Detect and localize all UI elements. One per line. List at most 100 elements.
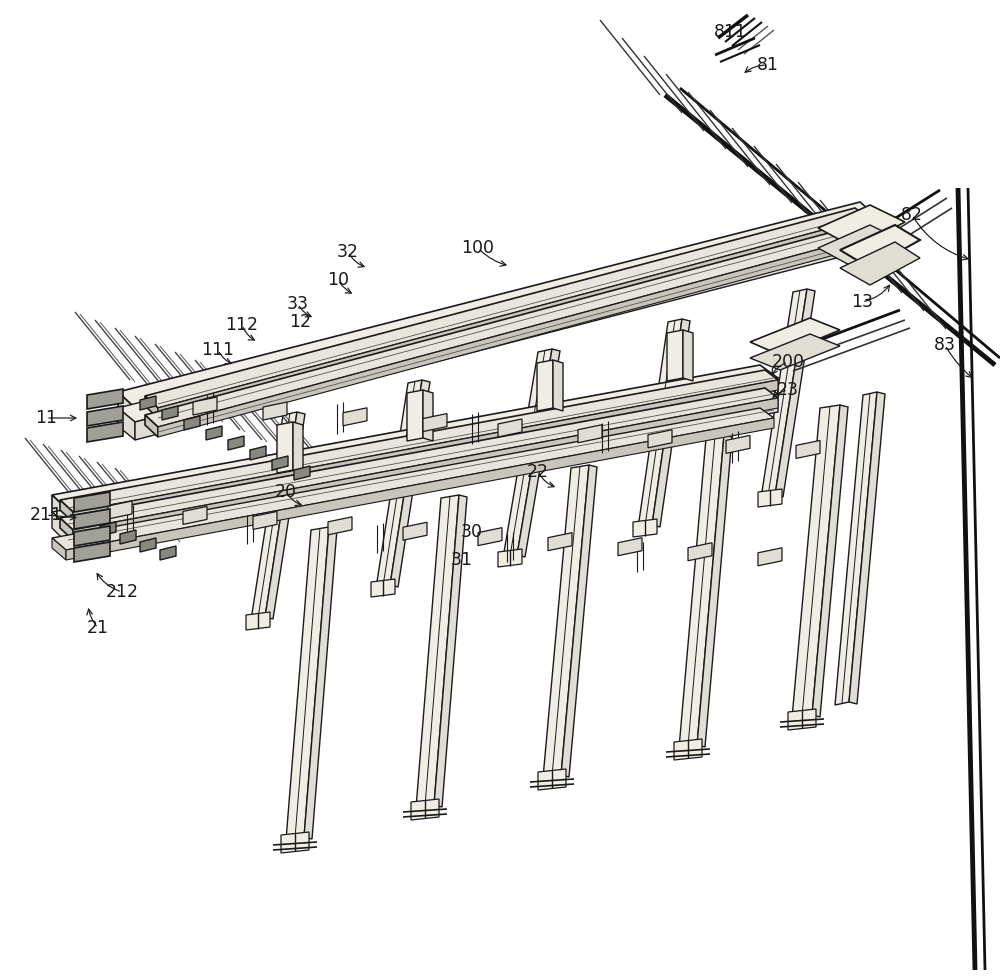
Polygon shape (849, 392, 885, 704)
Text: 32: 32 (337, 243, 359, 261)
Polygon shape (674, 739, 702, 760)
Text: 20: 20 (275, 483, 297, 501)
Polygon shape (120, 530, 136, 544)
Polygon shape (73, 380, 778, 522)
Polygon shape (835, 392, 877, 705)
Polygon shape (503, 349, 552, 558)
Polygon shape (416, 495, 459, 808)
Polygon shape (193, 397, 217, 415)
Polygon shape (281, 832, 309, 853)
Polygon shape (118, 218, 875, 422)
Polygon shape (118, 202, 875, 408)
Text: 200: 200 (772, 353, 804, 371)
Polygon shape (74, 492, 110, 512)
Polygon shape (304, 527, 337, 839)
Polygon shape (52, 365, 778, 512)
Text: 112: 112 (226, 316, 258, 334)
Polygon shape (87, 422, 123, 442)
Polygon shape (74, 542, 110, 562)
Polygon shape (726, 435, 750, 454)
Polygon shape (578, 425, 602, 443)
Polygon shape (517, 349, 560, 557)
Polygon shape (478, 528, 502, 546)
Polygon shape (60, 518, 73, 540)
Polygon shape (688, 543, 712, 561)
Polygon shape (277, 422, 293, 473)
Polygon shape (118, 392, 135, 425)
Polygon shape (840, 242, 920, 285)
Text: 22: 22 (527, 463, 549, 481)
Polygon shape (667, 330, 683, 381)
Text: 81: 81 (757, 56, 779, 74)
Text: 82: 82 (901, 206, 923, 224)
Polygon shape (423, 414, 447, 431)
Polygon shape (818, 205, 905, 248)
Polygon shape (145, 396, 158, 418)
Polygon shape (633, 519, 657, 537)
Polygon shape (183, 507, 207, 524)
Polygon shape (750, 334, 840, 370)
Polygon shape (206, 426, 222, 440)
Polygon shape (758, 548, 782, 566)
Polygon shape (376, 380, 422, 588)
Polygon shape (70, 378, 778, 530)
Polygon shape (328, 517, 352, 535)
Text: 111: 111 (202, 341, 234, 359)
Text: 31: 31 (451, 551, 473, 569)
Polygon shape (60, 500, 73, 522)
Polygon shape (228, 436, 244, 450)
Polygon shape (286, 527, 329, 840)
Polygon shape (553, 360, 563, 411)
Polygon shape (293, 422, 303, 473)
Polygon shape (548, 533, 572, 550)
Polygon shape (423, 390, 433, 441)
Polygon shape (74, 526, 110, 546)
Polygon shape (679, 435, 724, 748)
Polygon shape (52, 408, 774, 550)
Polygon shape (272, 456, 288, 470)
Polygon shape (184, 416, 200, 430)
Polygon shape (140, 396, 156, 410)
Text: 100: 100 (462, 239, 494, 257)
Text: 10: 10 (327, 271, 349, 289)
Polygon shape (100, 522, 116, 536)
Polygon shape (543, 465, 589, 778)
Polygon shape (638, 319, 682, 528)
Polygon shape (70, 394, 778, 546)
Polygon shape (403, 522, 427, 541)
Polygon shape (160, 546, 176, 560)
Polygon shape (652, 319, 690, 527)
Polygon shape (371, 579, 395, 597)
Polygon shape (118, 408, 135, 440)
Polygon shape (250, 446, 266, 460)
Polygon shape (108, 501, 132, 519)
Polygon shape (498, 549, 522, 567)
Polygon shape (52, 495, 70, 530)
Polygon shape (60, 370, 778, 512)
Polygon shape (74, 509, 110, 529)
Text: 811: 811 (714, 23, 746, 41)
Polygon shape (840, 225, 920, 268)
Polygon shape (251, 412, 297, 620)
Text: 211: 211 (30, 506, 62, 524)
Text: 30: 30 (461, 523, 483, 541)
Text: 83: 83 (934, 336, 956, 354)
Text: 13: 13 (851, 293, 873, 311)
Text: 33: 33 (287, 295, 309, 313)
Polygon shape (796, 440, 820, 459)
Polygon shape (80, 514, 96, 528)
Polygon shape (52, 538, 66, 560)
Polygon shape (537, 360, 553, 411)
Text: 11: 11 (35, 409, 57, 427)
Polygon shape (683, 330, 693, 381)
Polygon shape (66, 418, 774, 560)
Polygon shape (792, 405, 840, 718)
Polygon shape (87, 389, 123, 409)
Polygon shape (135, 215, 875, 425)
Polygon shape (761, 289, 807, 498)
Polygon shape (87, 406, 123, 426)
Polygon shape (697, 435, 732, 747)
Text: 21: 21 (87, 619, 109, 637)
Polygon shape (434, 495, 467, 807)
Polygon shape (750, 318, 840, 355)
